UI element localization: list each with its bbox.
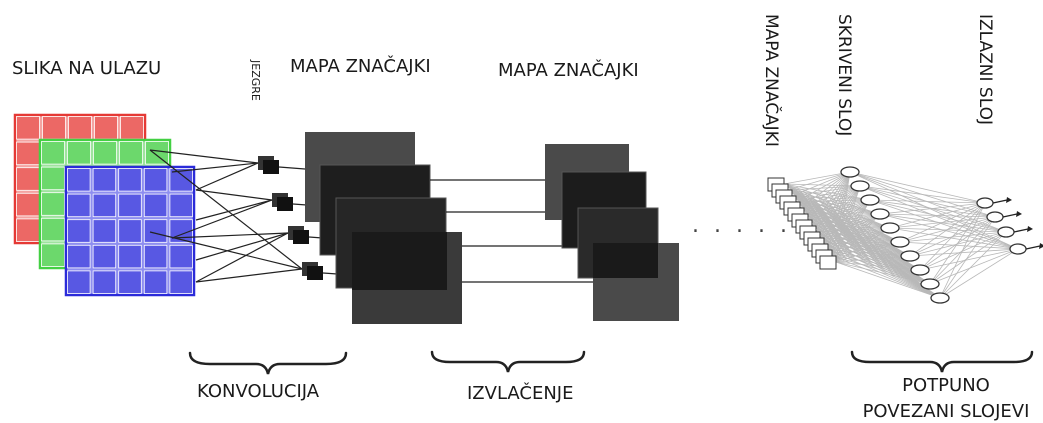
green-channel-cell xyxy=(41,217,65,242)
hidden-neuron xyxy=(850,180,870,192)
fully-connected-label-line2: POVEZANI SLOJEVI xyxy=(863,401,1030,422)
red-channel-cell xyxy=(16,192,40,217)
output-neuron xyxy=(1009,243,1027,255)
hidden-neuron xyxy=(930,292,950,304)
green-channel-cell xyxy=(41,141,65,165)
green-channel-cell xyxy=(41,166,65,191)
blue-channel-cell xyxy=(118,193,142,218)
feature-map-1d-overlap xyxy=(352,232,447,290)
output-neuron xyxy=(976,197,994,209)
kernels-label: JEZGRE xyxy=(249,59,262,101)
output-neuron xyxy=(986,211,1004,223)
output-arrow xyxy=(1013,228,1029,233)
red-channel-cell xyxy=(16,218,40,242)
hidden-neuron xyxy=(910,264,930,276)
flattened-feature-vector xyxy=(767,177,837,270)
green-channel-cell xyxy=(145,141,169,165)
green-channel-cell xyxy=(41,243,65,267)
output-arrow xyxy=(1025,245,1041,250)
blue-channel-cell xyxy=(118,168,142,192)
blue-channel-cell xyxy=(143,244,168,269)
output-neuron xyxy=(997,226,1015,238)
brace-convolution xyxy=(188,351,348,375)
green-channel-cell xyxy=(41,192,65,216)
blue-channel-cell xyxy=(169,244,193,269)
output-arrowhead xyxy=(1016,211,1022,217)
red-channel-cell xyxy=(68,116,92,140)
blue-channel-grid xyxy=(64,165,196,297)
blue-channel-cell xyxy=(92,270,117,294)
output-arrow xyxy=(1002,213,1018,218)
blue-channel-cell xyxy=(92,193,117,218)
red-channel-cell xyxy=(120,116,144,140)
feature-map-label-3: MAPA ZNAČAJKI xyxy=(761,14,783,147)
hidden-layer-label: SKRIVENI SLOJ xyxy=(834,14,854,136)
blue-channel-cell xyxy=(143,270,168,294)
kernel-4-back xyxy=(307,266,323,280)
hidden-neuron xyxy=(890,236,910,248)
fully-connected-label-line1: POTPUNO xyxy=(902,375,990,396)
feature-map-label-1: MAPA ZNAČAJKI xyxy=(290,55,431,77)
hidden-neuron xyxy=(920,278,940,290)
output-arrow xyxy=(992,199,1008,204)
blue-channel-cell xyxy=(118,270,142,294)
blue-channel-cell xyxy=(169,193,193,218)
blue-channel-cell xyxy=(143,168,168,192)
blue-channel-cell xyxy=(92,219,117,243)
green-channel-cell xyxy=(67,141,91,165)
blue-channel-cell xyxy=(169,270,193,294)
blue-channel-cell xyxy=(67,244,91,269)
blue-channel-cell xyxy=(92,244,117,269)
ellipsis: . . . . . xyxy=(692,213,791,238)
kernel-3-back xyxy=(293,230,309,244)
hidden-neuron xyxy=(840,166,860,178)
red-channel-cell xyxy=(16,167,40,191)
convolution-label: KONVOLUCIJA xyxy=(197,381,320,402)
flat-unit xyxy=(819,255,837,270)
kernels xyxy=(258,156,323,280)
pooling-label: IZVLAČENJE xyxy=(467,382,573,404)
feature-maps-pooled xyxy=(545,144,679,321)
input-image-label: SLIKA NA ULAZU xyxy=(12,58,161,79)
input-image xyxy=(13,113,196,297)
convolution-connections xyxy=(149,149,367,283)
hidden-neuron xyxy=(860,194,880,206)
blue-channel-cell xyxy=(143,219,168,243)
output-arrowhead xyxy=(1006,197,1012,203)
output-arrowhead xyxy=(1027,226,1033,232)
feature-map-label-2: MAPA ZNAČAJKI xyxy=(498,59,639,81)
kernel-1-back xyxy=(263,160,279,174)
blue-channel-cell xyxy=(143,193,168,218)
output-layer-neurons xyxy=(976,197,1043,255)
output-arrowhead xyxy=(1039,243,1043,249)
red-channel-cell xyxy=(16,141,40,166)
green-channel-cell xyxy=(93,141,117,165)
feature-maps-conv xyxy=(305,132,462,324)
blue-channel-cell xyxy=(118,244,142,269)
brace-fully-connected xyxy=(850,350,1034,373)
brace-pooling xyxy=(430,350,586,373)
blue-channel-cell xyxy=(67,193,91,218)
blue-channel-cell xyxy=(92,168,117,192)
blue-channel-cell xyxy=(67,270,91,294)
output-layer-label: IZLAZNI SLOJ xyxy=(975,14,995,125)
red-channel-cell xyxy=(94,116,118,140)
red-channel-cell xyxy=(16,116,40,140)
blue-channel-cell xyxy=(118,219,142,243)
hidden-neuron xyxy=(880,222,900,234)
blue-channel-cell xyxy=(169,168,193,192)
blue-channel-cell xyxy=(67,219,91,243)
green-channel-cell xyxy=(119,141,143,165)
blue-channel-cell xyxy=(67,168,91,192)
kernel-2-back xyxy=(277,197,293,211)
red-channel-cell xyxy=(42,116,66,140)
dense-connections xyxy=(783,171,1019,299)
hidden-layer-neurons xyxy=(840,166,950,304)
hidden-neuron xyxy=(900,250,920,262)
pooled-map-4-overlap xyxy=(593,243,658,278)
hidden-neuron xyxy=(870,208,890,220)
